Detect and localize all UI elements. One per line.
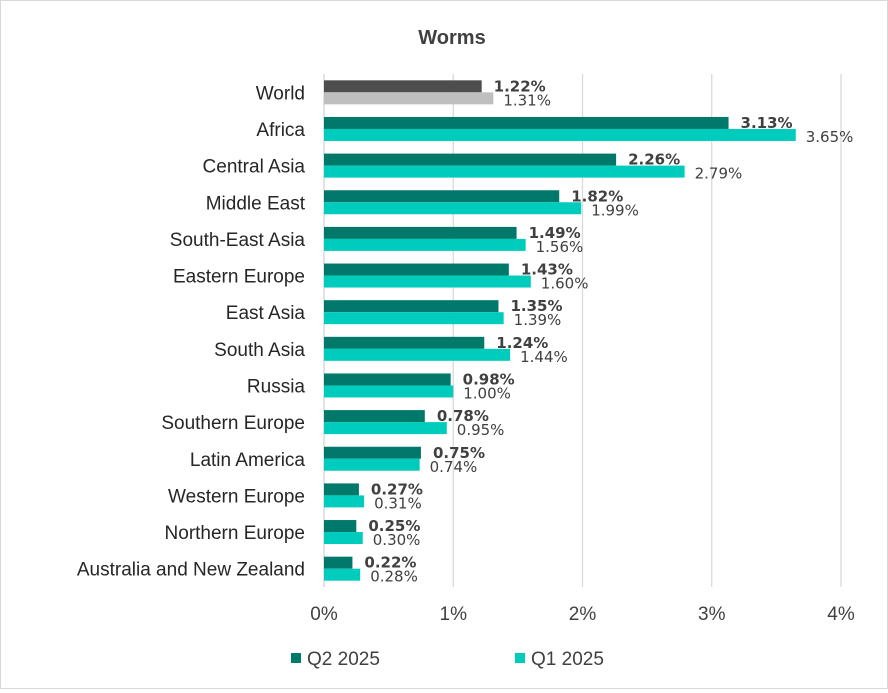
category-label: Western Europe [168,486,305,507]
data-label-q2: 1.49% [529,224,581,242]
data-label-q1: 2.79% [695,165,743,183]
data-label-q1: 1.56% [536,238,584,256]
data-label-q2: 0.75% [433,444,485,462]
category-label: Russia [247,376,306,397]
data-label-q2: 0.22% [364,554,416,572]
x-tick-label: 1% [440,604,468,625]
legend-swatch-q1 [515,653,525,663]
data-label-q1: 1.00% [463,384,511,402]
data-label-q2: 0.98% [463,370,515,388]
legend-swatch-q2 [291,653,301,663]
bar-q1 [324,165,685,178]
data-label-q1: 3.65% [806,128,854,146]
bar-q2 [324,336,485,349]
data-label-q1: 1.60% [541,275,589,293]
data-label-q2: 3.13% [741,114,793,132]
chart-title: Worms [418,27,485,49]
legend-label-q2: Q2 2025 [307,649,380,670]
category-label: East Asia [226,303,306,324]
bar-q2 [324,556,353,569]
data-label-q2: 0.27% [371,480,423,498]
data-label-q1: 0.30% [373,531,421,549]
data-label-q2: 1.43% [521,261,573,279]
bar-q1 [324,312,504,325]
bar-q2 [324,263,509,276]
data-label-q1: 1.31% [503,91,551,109]
data-label-q1: 0.74% [430,458,478,476]
x-tick-label: 4% [827,604,855,625]
bar-q1 [324,202,582,215]
category-label: Eastern Europe [173,267,305,288]
data-label-q2: 1.82% [571,187,623,205]
category-label: Southern Europe [161,413,305,434]
category-label: Northern Europe [165,523,305,544]
category-label: Latin America [190,450,306,471]
bar-q2 [324,190,560,203]
bar-q1 [324,348,511,361]
category-label: Central Asia [203,157,306,178]
bar-q2 [324,410,425,423]
x-tick-label: 3% [698,604,726,625]
bar-q1 [324,385,454,398]
legend-label-q1: Q1 2025 [531,649,604,670]
bar-q1 [324,568,361,581]
data-label-q1: 0.31% [374,494,422,512]
bar-q2 [324,153,617,166]
bar-q1 [324,458,420,471]
bar-q1 [324,92,494,105]
x-tick-label: 2% [569,604,597,625]
data-label-q1: 0.95% [457,421,505,439]
data-label-q1: 1.99% [591,201,639,219]
data-label-q2: 2.26% [628,151,680,169]
bar-q2 [324,80,482,93]
bar-q2 [324,483,359,496]
x-tick-labels-group: 0% 1% 2% 3% 4% [310,604,855,625]
bar-q1 [324,238,526,251]
bar-q1 [324,275,531,288]
data-label-q1: 0.28% [370,568,418,586]
data-label-q1: 1.44% [520,348,568,366]
bar-q1 [324,495,365,508]
category-label: Middle East [206,193,306,214]
category-labels-group: World Africa Central Asia Middle East South-… [77,83,306,580]
category-label: South-East Asia [170,230,306,251]
bar-q2 [324,226,517,239]
bar-q2 [324,520,357,533]
category-label: Africa [256,120,305,141]
bar-q1 [324,128,796,141]
x-tick-label: 0% [310,604,338,625]
data-label-q2: 1.35% [510,297,562,315]
bar-q2 [324,116,729,129]
category-label: South Asia [214,340,305,361]
data-label-q2: 0.78% [437,407,489,425]
data-label-q2: 1.24% [496,334,548,352]
legend: Q2 2025 Q1 2025 [291,649,604,670]
bar-q2 [324,300,499,313]
category-label: World [256,83,305,104]
data-label-q2: 0.25% [368,517,420,535]
data-labels-group: 1.22%1.31% 3.13% 3.65% 2.26% 2.79% 1.82%1.99%… [364,77,853,585]
data-label-q2: 1.22% [494,77,546,95]
bar-q2 [324,373,451,386]
data-label-q1: 1.39% [514,311,562,329]
bar-q1 [324,422,447,435]
bar-q2 [324,446,421,459]
bar-q1 [324,532,363,545]
category-label: Australia and New Zealand [77,560,305,581]
bars-group [324,80,796,581]
